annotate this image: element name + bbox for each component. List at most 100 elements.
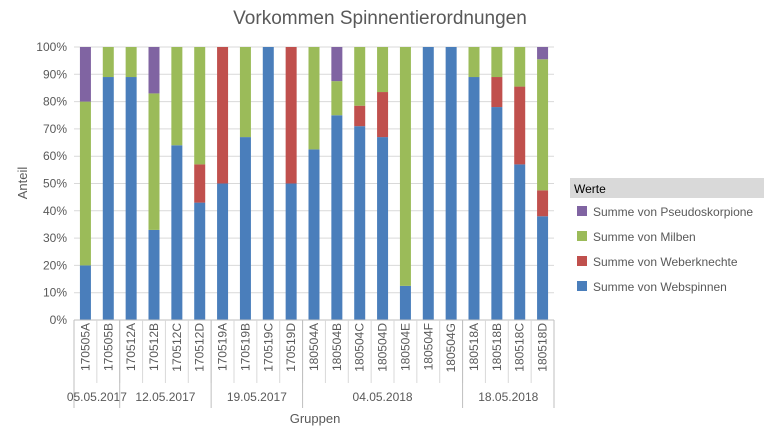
bar-segment-1-180504C: [354, 105, 366, 127]
y-tick-label: 80%: [43, 95, 67, 109]
x-tick-label: 180518B: [490, 323, 504, 371]
legend-label: Summe von Webspinnen: [593, 280, 727, 294]
legend-swatch: [577, 206, 587, 216]
bar-segment-1-170519A: [217, 47, 229, 184]
bar-segment-2-180504A: [308, 47, 320, 150]
x-tick-label: 170519A: [216, 323, 230, 371]
x-tick-label: 170519D: [284, 323, 298, 372]
bar-segment-0-170519D: [285, 183, 297, 320]
group-label: 04.05.2018: [353, 390, 413, 404]
x-tick-label: 170505A: [78, 323, 92, 371]
x-tick-label: 170512B: [147, 323, 161, 371]
bar-segment-0-180504F: [422, 47, 434, 320]
bar-segment-3-170512B: [148, 47, 160, 94]
bar-segment-0-180518D: [537, 216, 549, 320]
bar-segment-0-170512D: [194, 202, 206, 320]
group-label: 19.05.2017: [227, 390, 287, 404]
bar-segment-2-170512D: [194, 47, 206, 165]
bar-segment-3-180504B: [331, 47, 343, 82]
group-label: 12.05.2017: [135, 390, 195, 404]
x-tick-label: 180518A: [467, 323, 481, 371]
bar-segment-2-180504E: [399, 47, 411, 286]
bar-segment-0-170505B: [102, 77, 114, 320]
bar-segment-0-180504B: [331, 115, 343, 320]
y-tick-label: 20%: [43, 258, 67, 272]
bar-segment-2-180504D: [377, 47, 389, 93]
bar-segment-0-180504D: [377, 137, 389, 320]
bar-segment-2-170505B: [102, 47, 114, 78]
x-axis: 170505A 170505B 170512A 170512B 170512C 17051…: [67, 319, 555, 408]
legend-title: Werte: [574, 182, 606, 196]
y-tick-label: 60%: [43, 149, 67, 163]
x-axis-label: Gruppen: [290, 411, 341, 426]
bar-segment-2-170512A: [125, 47, 137, 78]
x-tick-label: 180504E: [398, 323, 412, 371]
x-tick-label: 180504G: [444, 323, 458, 372]
bar-segment-0-170519C: [262, 47, 274, 320]
bar-segment-2-180518C: [514, 47, 526, 87]
legend-label: Summe von Milben: [593, 230, 696, 244]
chart-title: Vorkommen Spinnentierordnungen: [233, 8, 527, 29]
bars: [79, 47, 549, 320]
bar-segment-3-170505A: [79, 47, 91, 102]
legend-swatch: [577, 231, 587, 241]
bar-segment-2-170519B: [239, 47, 251, 138]
bar-segment-0-180504C: [354, 126, 366, 320]
x-tick-label: 180518C: [513, 323, 527, 372]
y-tick-label: 40%: [43, 204, 67, 218]
bar-segment-0-170512C: [171, 145, 183, 320]
bar-segment-1-180518D: [537, 190, 549, 217]
bar-segment-2-170512B: [148, 93, 160, 230]
group-label: 05.05.2017: [67, 390, 127, 404]
bar-segment-3-180518D: [537, 47, 549, 60]
legend-swatch: [577, 281, 587, 291]
legend-title-bar: [570, 178, 764, 198]
legend: Werte Summe von Pseudoskorpione Summe von…: [570, 178, 764, 294]
x-tick-label: 180504A: [307, 323, 321, 371]
bar-segment-0-180518A: [468, 77, 480, 320]
x-tick-label: 170512C: [170, 323, 184, 372]
legend-label: Summe von Weberknechte: [593, 255, 738, 269]
bar-segment-2-180504C: [354, 47, 366, 106]
y-tick-label: 10%: [43, 286, 67, 300]
legend-swatch: [577, 256, 587, 266]
legend-label: Summe von Pseudoskorpione: [593, 205, 753, 219]
y-tick-labels: 0% 10% 20% 30% 40% 50% 60% 70% 80% 90% 100%: [36, 40, 67, 327]
bar-segment-0-170512A: [125, 77, 137, 320]
bar-segment-0-170505A: [79, 265, 91, 320]
bar-segment-0-180518B: [491, 107, 503, 320]
x-tick-label: 170512D: [193, 323, 207, 372]
bar-segment-0-180504G: [445, 47, 457, 320]
x-tick-label: 170505B: [101, 323, 115, 371]
bar-segment-2-180518D: [537, 59, 549, 191]
bar-segment-2-180518A: [468, 47, 480, 78]
bar-segment-0-180504E: [399, 285, 411, 320]
bar-segment-2-170512C: [171, 47, 183, 146]
x-tick-label: 170519C: [261, 323, 275, 372]
y-tick-label: 0%: [50, 313, 68, 327]
bar-segment-2-180504B: [331, 81, 343, 116]
x-tick-label: 170512A: [124, 323, 138, 371]
bar-segment-1-180518C: [514, 86, 526, 165]
bar-segment-2-170505A: [79, 101, 91, 266]
x-tick-label: 180504B: [330, 323, 344, 371]
bar-segment-1-170519D: [285, 47, 297, 184]
bar-segment-0-180518C: [514, 164, 526, 320]
y-tick-label: 30%: [43, 231, 67, 245]
bar-segment-2-180518B: [491, 47, 503, 78]
x-tick-label: 180518D: [536, 323, 550, 372]
bar-segment-1-170512D: [194, 164, 206, 203]
y-tick-label: 90%: [43, 67, 67, 81]
bar-segment-1-180518B: [491, 77, 503, 108]
x-tick-label: 170519B: [238, 323, 252, 371]
bar-segment-0-170512B: [148, 229, 160, 320]
bar-segment-0-170519A: [217, 183, 229, 320]
y-tick-label: 50%: [43, 177, 67, 191]
bar-segment-1-180504D: [377, 92, 389, 138]
x-tick-label: 180504F: [421, 323, 435, 370]
y-tick-label: 100%: [36, 40, 67, 54]
x-tick-label: 180504C: [353, 323, 367, 372]
x-tick-label: 180504D: [376, 323, 390, 372]
group-label: 18.05.2018: [478, 390, 538, 404]
